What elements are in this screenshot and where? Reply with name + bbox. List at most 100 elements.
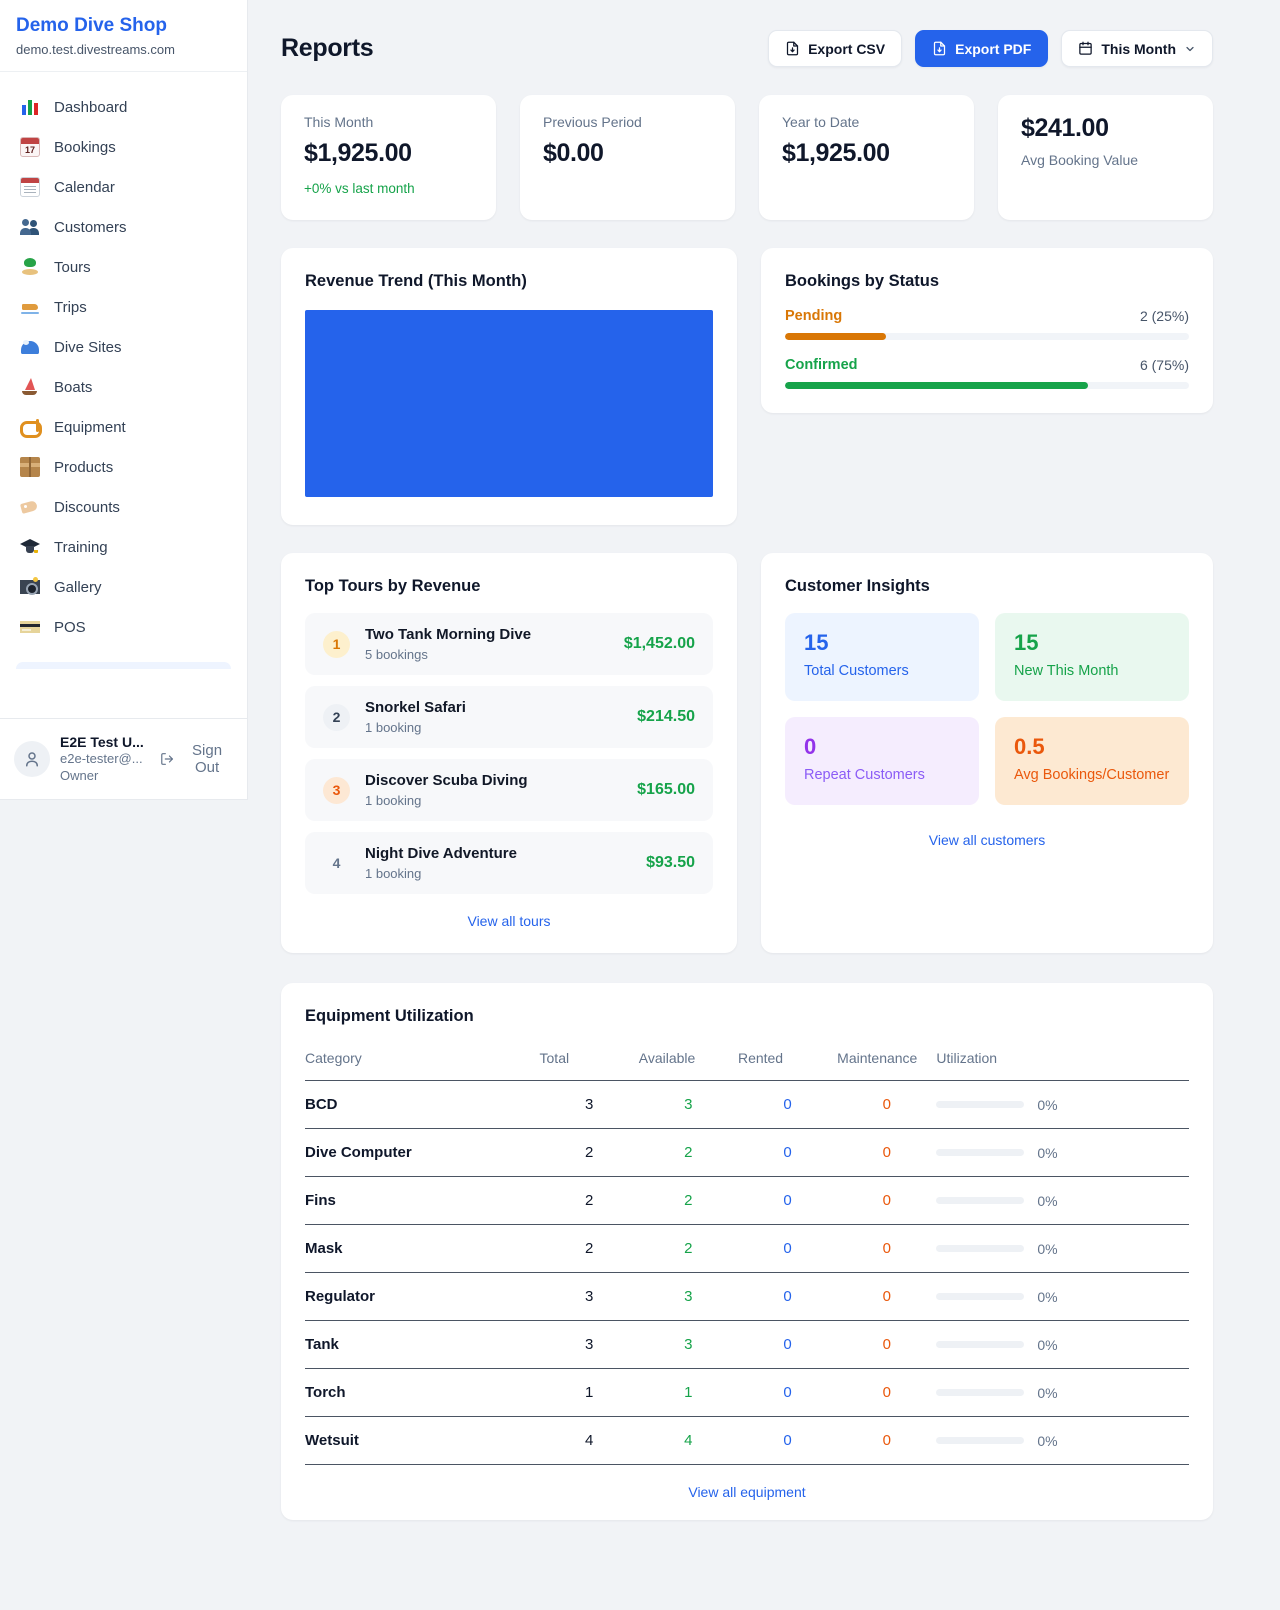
insight-tiles: 15 Total Customers 15 New This Month 0 R…: [785, 613, 1189, 805]
insight-label: Avg Bookings/Customer: [1014, 767, 1170, 783]
sidebar-item-label: Customers: [54, 218, 127, 236]
utilization-cell: 0%: [936, 1097, 1189, 1113]
sidebar-item[interactable]: Bookings: [8, 127, 239, 167]
equipment-rented: 0: [737, 1224, 838, 1273]
wave-icon: [20, 337, 40, 357]
sidebar-item[interactable]: Discounts: [8, 487, 239, 527]
sidebar-item[interactable]: POS: [8, 607, 239, 647]
sidebar-item[interactable]: Boats: [8, 367, 239, 407]
shop-name: Demo Dive Shop: [16, 15, 167, 36]
tour-bookings: 1 booking: [365, 866, 422, 881]
revenue-trend-bar: [305, 310, 713, 497]
utilization-percent: 0%: [1037, 1384, 1058, 1401]
sidebar-item-label: Boats: [54, 378, 93, 396]
sign-out-button[interactable]: Sign Out: [160, 742, 233, 776]
column-header-rented: Rented: [737, 1040, 838, 1081]
stat-delta: +0% vs last month: [304, 181, 415, 196]
stat-label: This Month: [304, 114, 374, 130]
tour-name: Night Dive Adventure: [365, 845, 517, 862]
diving-mask-icon: [20, 417, 42, 438]
equipment-available: 3: [638, 1320, 738, 1369]
sidebar-item[interactable]: Training: [8, 527, 239, 567]
sidebar-item[interactable]: Equipment: [8, 407, 239, 447]
stat-value: $0.00: [543, 139, 604, 167]
sidebar-item[interactable]: Customers: [8, 207, 239, 247]
equipment-category: Dive Computer: [305, 1128, 540, 1177]
equipment-row: Dive Computer 2 2 0 0 0%: [305, 1128, 1189, 1177]
camera-icon: [20, 577, 40, 597]
equipment-total: 2: [539, 1224, 639, 1273]
sidebar: Demo Dive Shop demo.test.divestreams.com…: [0, 0, 248, 800]
utilization-bar-track: [936, 1245, 1025, 1252]
view-all-tours-link[interactable]: View all tours: [467, 913, 551, 929]
tour-revenue: $214.50: [637, 708, 695, 725]
equipment-row: Torch 1 1 0 0 0%: [305, 1368, 1189, 1417]
utilization-percent: 0%: [1037, 1336, 1058, 1353]
equipment-rented: 0: [737, 1320, 838, 1369]
insight-tile: 0 Repeat Customers: [785, 717, 979, 805]
tour-row: 2 Snorkel Safari 1 booking $214.50: [305, 686, 713, 748]
utilization-percent: 0%: [1037, 1240, 1058, 1257]
stat-value: $1,925.00: [782, 139, 890, 167]
insights-row: Top Tours by Revenue 1 Two Tank Morning …: [281, 553, 1213, 953]
utilization-cell: 0%: [936, 1385, 1189, 1401]
sidebar-item[interactable]: Dive Sites: [8, 327, 239, 367]
graduation-cap-icon: [20, 537, 40, 557]
insight-tile: 0.5 Avg Bookings/Customer: [995, 717, 1189, 805]
status-label: Pending: [785, 308, 843, 324]
sidebar-item-label: Trips: [54, 298, 87, 316]
equipment-maintenance: 0: [837, 1272, 937, 1321]
equipment-total: 2: [539, 1176, 639, 1225]
status-count: 2 (25%): [1139, 308, 1189, 324]
header-actions: Export CSV Export PDF This Month: [768, 30, 1213, 67]
utilization-cell: 0%: [936, 1193, 1189, 1209]
insight-value: 0: [804, 734, 817, 759]
export-csv-button[interactable]: Export CSV: [768, 30, 903, 67]
equipment-available: 2: [638, 1224, 738, 1273]
utilization-bar-track: [936, 1197, 1025, 1204]
utilization-cell: 0%: [936, 1241, 1189, 1257]
view-all-equipment-link[interactable]: View all equipment: [688, 1484, 806, 1500]
tour-name: Snorkel Safari: [365, 699, 466, 716]
equipment-category: Wetsuit: [305, 1416, 540, 1465]
tour-revenue: $93.50: [646, 854, 695, 871]
utilization-bar-track: [936, 1389, 1025, 1396]
sidebar-item-label: POS: [54, 618, 86, 636]
status-bar-fill: [785, 333, 886, 340]
stat-card-this-month: This Month $1,925.00 +0% vs last month: [281, 95, 496, 220]
revenue-trend-card: Revenue Trend (This Month): [281, 248, 737, 525]
user-footer: E2E Test U... e2e-tester@... Owner Sign …: [0, 718, 247, 799]
equipment-row: Tank 3 3 0 0 0%: [305, 1320, 1189, 1369]
sidebar-item[interactable]: Gallery: [8, 567, 239, 607]
logo-block: Demo Dive Shop demo.test.divestreams.com: [0, 0, 247, 72]
sidebar-item[interactable]: Trips: [8, 287, 239, 327]
equipment-maintenance: 0: [837, 1080, 937, 1129]
equipment-total: 3: [539, 1320, 639, 1369]
sidebar-item[interactable]: Products: [8, 447, 239, 487]
utilization-cell: 0%: [936, 1337, 1189, 1353]
user-role: Owner: [60, 768, 99, 784]
sidebar-item-active-partial[interactable]: [16, 662, 231, 669]
file-download-icon: [786, 41, 799, 56]
status-bar-fill: [785, 382, 1088, 389]
equipment-row: Fins 2 2 0 0 0%: [305, 1176, 1189, 1225]
equipment-maintenance: 0: [837, 1224, 937, 1273]
sidebar-item[interactable]: Tours: [8, 247, 239, 287]
top-tours-card: Top Tours by Revenue 1 Two Tank Morning …: [281, 553, 737, 953]
stat-label: Avg Booking Value: [1021, 152, 1139, 168]
column-header-available: Available: [638, 1040, 738, 1081]
sidebar-item[interactable]: Dashboard: [8, 87, 239, 127]
equipment-rented: 0: [737, 1080, 838, 1129]
charts-row: Revenue Trend (This Month) Bookings by S…: [281, 248, 1213, 525]
user-email: e2e-tester@...: [60, 751, 143, 767]
page-title: Reports: [281, 34, 374, 62]
rank-badge: 4: [332, 855, 341, 871]
period-dropdown[interactable]: This Month: [1061, 30, 1213, 67]
sailboat-icon: [20, 377, 40, 397]
stat-label: Year to Date: [782, 114, 860, 130]
file-download-icon: [933, 41, 946, 56]
view-all-customers-link[interactable]: View all customers: [928, 832, 1046, 848]
export-pdf-button[interactable]: Export PDF: [915, 30, 1049, 67]
sidebar-item[interactable]: Calendar: [8, 167, 239, 207]
bar-chart-icon: [20, 97, 40, 117]
